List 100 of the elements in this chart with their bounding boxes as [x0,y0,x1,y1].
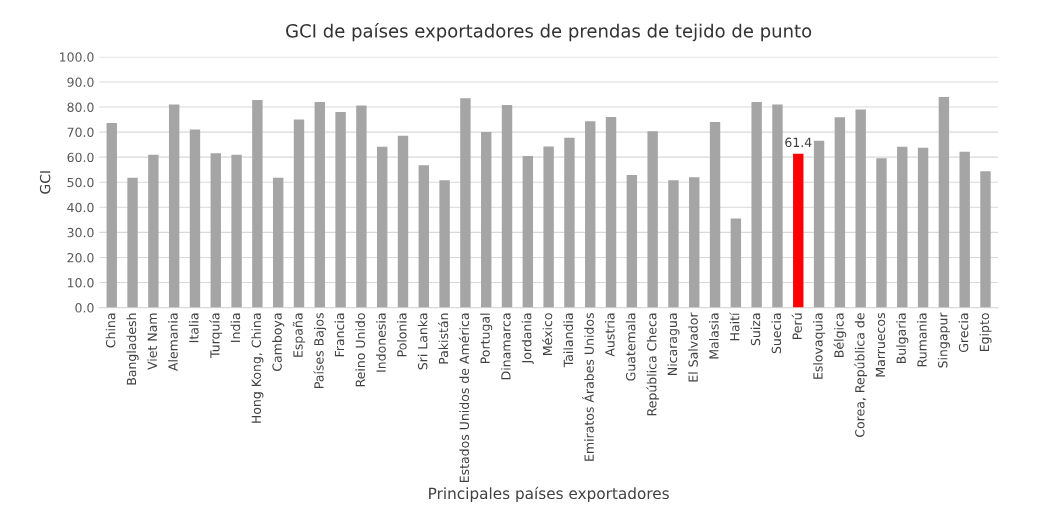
x-tick-label: Hong Kong, China [251,313,264,423]
x-axis-title: Principales países exportadores [429,486,669,503]
x-tick-label: República Checa [646,313,659,416]
bar [730,218,742,308]
x-tick-label: Pakistán [438,313,449,364]
x-tick-label: Egipto [979,313,992,352]
x-tick-label: Polonia [396,313,407,357]
bar [917,147,929,308]
bar [439,180,450,308]
y-tick-label: 20.0 [67,252,94,263]
bar [189,129,201,308]
x-tick-label: China [105,313,116,348]
x-tick-label: Jordania [521,313,534,365]
bar [210,153,221,308]
bar [543,146,554,308]
x-tick-label: Guatemala [625,313,636,381]
bar [356,105,367,308]
bar [481,132,492,308]
y-tick-label: 80.0 [67,102,94,112]
bar [938,96,950,308]
x-tick-label: Turquía [209,313,223,359]
x-tick-label: Italia [188,313,199,343]
y-tick-label: 70.0 [67,127,94,138]
bar [106,123,117,308]
bar [127,177,138,308]
bar [314,102,325,308]
bar [272,177,284,308]
y-tick-label: 90.0 [67,77,94,87]
bar [293,119,305,308]
x-tick-label: Tailandia [563,313,574,368]
bar [397,135,409,308]
x-tick-label: Alemania [168,313,178,371]
bar [980,171,991,308]
y-tick-label: 0.0 [75,303,94,313]
x-tick-label: Haití [729,312,740,341]
bar [855,109,866,308]
bar [751,102,762,308]
x-tick-label: Portugal [480,313,493,364]
x-tick-label: Emiratos Árabes Unidos [582,313,594,461]
x-tick-label: Sri Lanka [417,313,428,370]
y-tick-label: 100.0 [60,52,94,62]
x-tick-label: Grecia [958,313,969,353]
x-tick-label: Malasia [709,313,719,359]
y-axis-title: GCI [39,171,51,194]
chart-title: GCI de países exportadores de prendas de tejido de punto [286,22,812,42]
bar [626,174,638,308]
bar [813,140,825,308]
x-tick-label: Nicaragua [667,313,680,375]
data-label: 61.4 [785,137,812,148]
bar [522,155,534,308]
x-tick-label: Singapur [937,312,950,368]
x-tick-label: Indonesia [376,313,386,372]
bar [585,121,596,308]
x-tick-label: Camboya [272,313,285,371]
bar [689,177,700,308]
x-tick-label: Francia [334,313,345,357]
y-tick-label: 10.0 [67,278,94,288]
x-tick-label: Austria [604,313,615,357]
x-tick-label: Reino Unido [355,313,366,387]
bar [772,104,783,308]
bar [959,151,970,308]
bar [168,104,180,308]
bar [377,146,388,308]
x-tick-label: Eslovaquia [813,313,826,379]
x-tick-label: Bangladesh [126,313,139,385]
bar [897,146,908,308]
x-tick-label: India [230,313,241,342]
x-tick-label: Marruecos [875,313,886,377]
y-tick-label: 40.0 [67,202,94,213]
x-tick-label: Suiza [750,313,761,346]
x-tick-label: Dinamarca [500,313,511,380]
x-tick-label: México [542,313,553,355]
bar [148,154,159,308]
y-tick-label: 60.0 [67,152,94,163]
bar [668,180,679,308]
y-tick-label: 50.0 [67,177,94,188]
bar [793,153,804,308]
bar [834,117,846,308]
bar [501,105,513,308]
bar [335,112,346,308]
y-tick-label: 30.0 [67,227,94,238]
x-tick-label: El Salvador [688,312,698,382]
bar [460,98,471,308]
x-tick-label: Rumania [917,313,927,367]
bar [647,131,658,308]
bar [231,154,242,308]
x-tick-label: Bélgica [833,313,847,357]
x-tick-label: Suecia [771,313,782,354]
bar [418,165,430,308]
bar [564,137,575,308]
bar [605,117,617,308]
x-tick-label: Corea, República de [854,313,867,437]
x-tick-label: Perú [791,313,802,340]
x-tick-label: Bulgaria [896,313,909,364]
x-tick-label: Estados Unidos de América [458,313,470,483]
x-tick-label: Países Bajos [313,313,327,388]
bar [876,158,887,308]
bar [709,122,721,308]
x-tick-label: Viet Nam [147,313,157,370]
bar [252,100,263,308]
